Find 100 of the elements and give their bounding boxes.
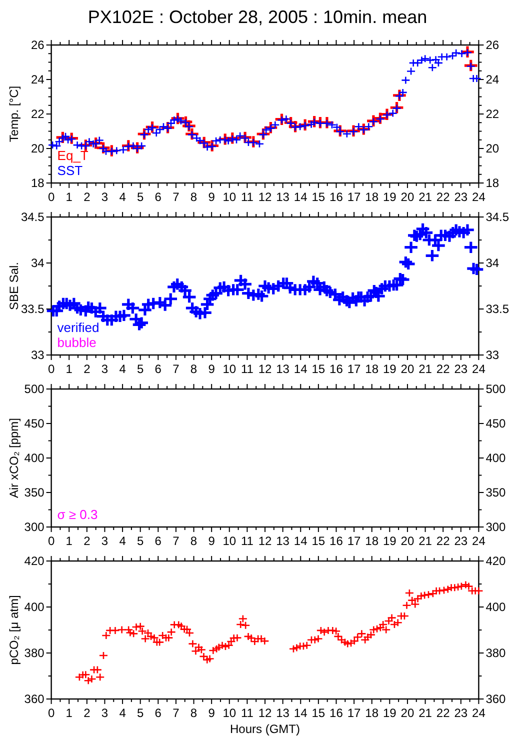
x-axis-title: Hours (GMT)	[230, 722, 300, 736]
x-tick-label: 8	[190, 362, 198, 376]
x-tick-label: 18	[365, 706, 379, 720]
x-tick-label: 7	[172, 362, 180, 376]
x-tick-label: 10	[222, 190, 236, 204]
y-tick-label: 22	[30, 107, 45, 122]
series-label: verified	[57, 320, 100, 335]
x-tick-label: 12	[258, 190, 272, 204]
x-tick-label: 9	[208, 534, 216, 548]
y2-tick-label: 26	[486, 38, 500, 52]
x-tick-label: 3	[101, 190, 108, 204]
x-tick-label: 14	[294, 190, 308, 204]
y2-tick-label: 450	[486, 416, 506, 431]
x-tick-label: 6	[154, 706, 162, 720]
y-tick-label: 33.5	[20, 302, 45, 316]
x-tick-label: 16	[330, 534, 344, 548]
y2-tick-label: 350	[486, 486, 506, 500]
x-tick-label: 4	[119, 190, 126, 204]
x-tick-label: 20	[400, 534, 414, 548]
x-tick-label: 2	[84, 706, 91, 720]
y2-tick-label: 360	[486, 692, 506, 706]
x-tick-label: 1	[66, 362, 73, 376]
y-tick-label: 24	[30, 72, 45, 87]
x-tick-label: 17	[347, 362, 362, 376]
x-tick-label: 0	[48, 362, 55, 376]
x-tick-label: 1	[66, 534, 73, 548]
y-tick-label: 420	[24, 554, 45, 568]
x-tick-label: 0	[48, 190, 55, 204]
x-tick-label: 7	[172, 706, 180, 720]
x-tick-label: 1	[66, 706, 73, 720]
x-tick-label: 21	[418, 362, 432, 376]
x-tick-label: 16	[330, 190, 344, 204]
y2-tick-label: 400	[486, 600, 506, 614]
x-tick-label: 6	[154, 190, 162, 204]
x-tick-label: 11	[240, 534, 254, 548]
x-tick-label: 18	[365, 534, 379, 548]
y2-tick-label: 400	[486, 451, 506, 466]
x-tick-label: 21	[418, 706, 432, 720]
x-tick-label: 15	[312, 190, 326, 204]
x-tick-label: 21	[418, 534, 432, 548]
x-tick-label: 12	[258, 706, 272, 720]
x-tick-label: 16	[330, 362, 344, 376]
x-tick-label: 22	[436, 190, 450, 204]
x-tick-label: 3	[101, 534, 108, 548]
x-tick-label: 24	[472, 706, 486, 720]
y-tick-label: 450	[24, 416, 45, 431]
x-tick-label: 12	[258, 362, 272, 376]
y-tick-label: 20	[30, 142, 45, 156]
y-tick-label: 18	[30, 176, 45, 190]
x-tick-label: 11	[240, 190, 254, 204]
x-tick-label: 10	[222, 534, 236, 548]
chart-title: PX102E : October 28, 2005 : 10min. mean	[88, 7, 428, 27]
y-tick-label: 360	[24, 692, 45, 706]
x-tick-label: 9	[208, 706, 216, 720]
x-tick-label: 10	[222, 706, 236, 720]
x-tick-label: 13	[276, 706, 290, 720]
series-label: SST	[57, 163, 83, 178]
x-tick-label: 7	[172, 190, 180, 204]
x-tick-label: 18	[365, 362, 379, 376]
x-tick-label: 4	[119, 706, 126, 720]
y-axis-title: SBE Sal.	[7, 262, 21, 310]
x-tick-label: 4	[119, 534, 126, 548]
x-tick-label: 13	[276, 190, 290, 204]
x-tick-label: 13	[276, 534, 290, 548]
x-tick-label: 11	[240, 706, 254, 720]
x-tick-label: 24	[472, 190, 486, 204]
x-tick-label: 1	[66, 190, 73, 204]
x-tick-label: 19	[382, 706, 397, 720]
x-tick-label: 8	[190, 534, 198, 548]
x-tick-label: 24	[472, 534, 486, 548]
y-tick-label: 26	[30, 38, 45, 52]
x-tick-label: 6	[154, 362, 162, 376]
x-tick-label: 15	[312, 706, 326, 720]
x-tick-label: 23	[454, 362, 468, 376]
series-label: Eq_T	[57, 148, 88, 163]
y2-tick-label: 420	[486, 554, 506, 568]
x-tick-label: 14	[294, 362, 308, 376]
x-tick-label: 22	[436, 362, 450, 376]
x-tick-label: 3	[101, 362, 108, 376]
x-tick-label: 19	[382, 190, 397, 204]
x-tick-label: 9	[208, 190, 216, 204]
x-tick-label: 22	[436, 534, 450, 548]
legend-label: bubble	[57, 335, 96, 350]
y-axis-title: Temp. [°C]	[7, 86, 21, 142]
x-tick-label: 22	[436, 706, 450, 720]
x-tick-label: 17	[347, 706, 362, 720]
x-tick-label: 10	[222, 362, 236, 376]
y-tick-label: 380	[24, 646, 45, 660]
x-tick-label: 0	[48, 706, 55, 720]
y-tick-label: 350	[24, 486, 45, 500]
x-tick-label: 14	[294, 706, 308, 720]
y2-tick-label: 22	[486, 107, 500, 122]
y2-tick-label: 500	[486, 382, 506, 396]
x-tick-label: 11	[240, 362, 254, 376]
y-tick-label: 400	[24, 600, 45, 614]
x-tick-label: 17	[347, 534, 362, 548]
x-tick-label: 23	[454, 190, 468, 204]
y-tick-label: 400	[24, 451, 45, 466]
x-tick-label: 8	[190, 190, 198, 204]
x-tick-label: 6	[154, 534, 162, 548]
